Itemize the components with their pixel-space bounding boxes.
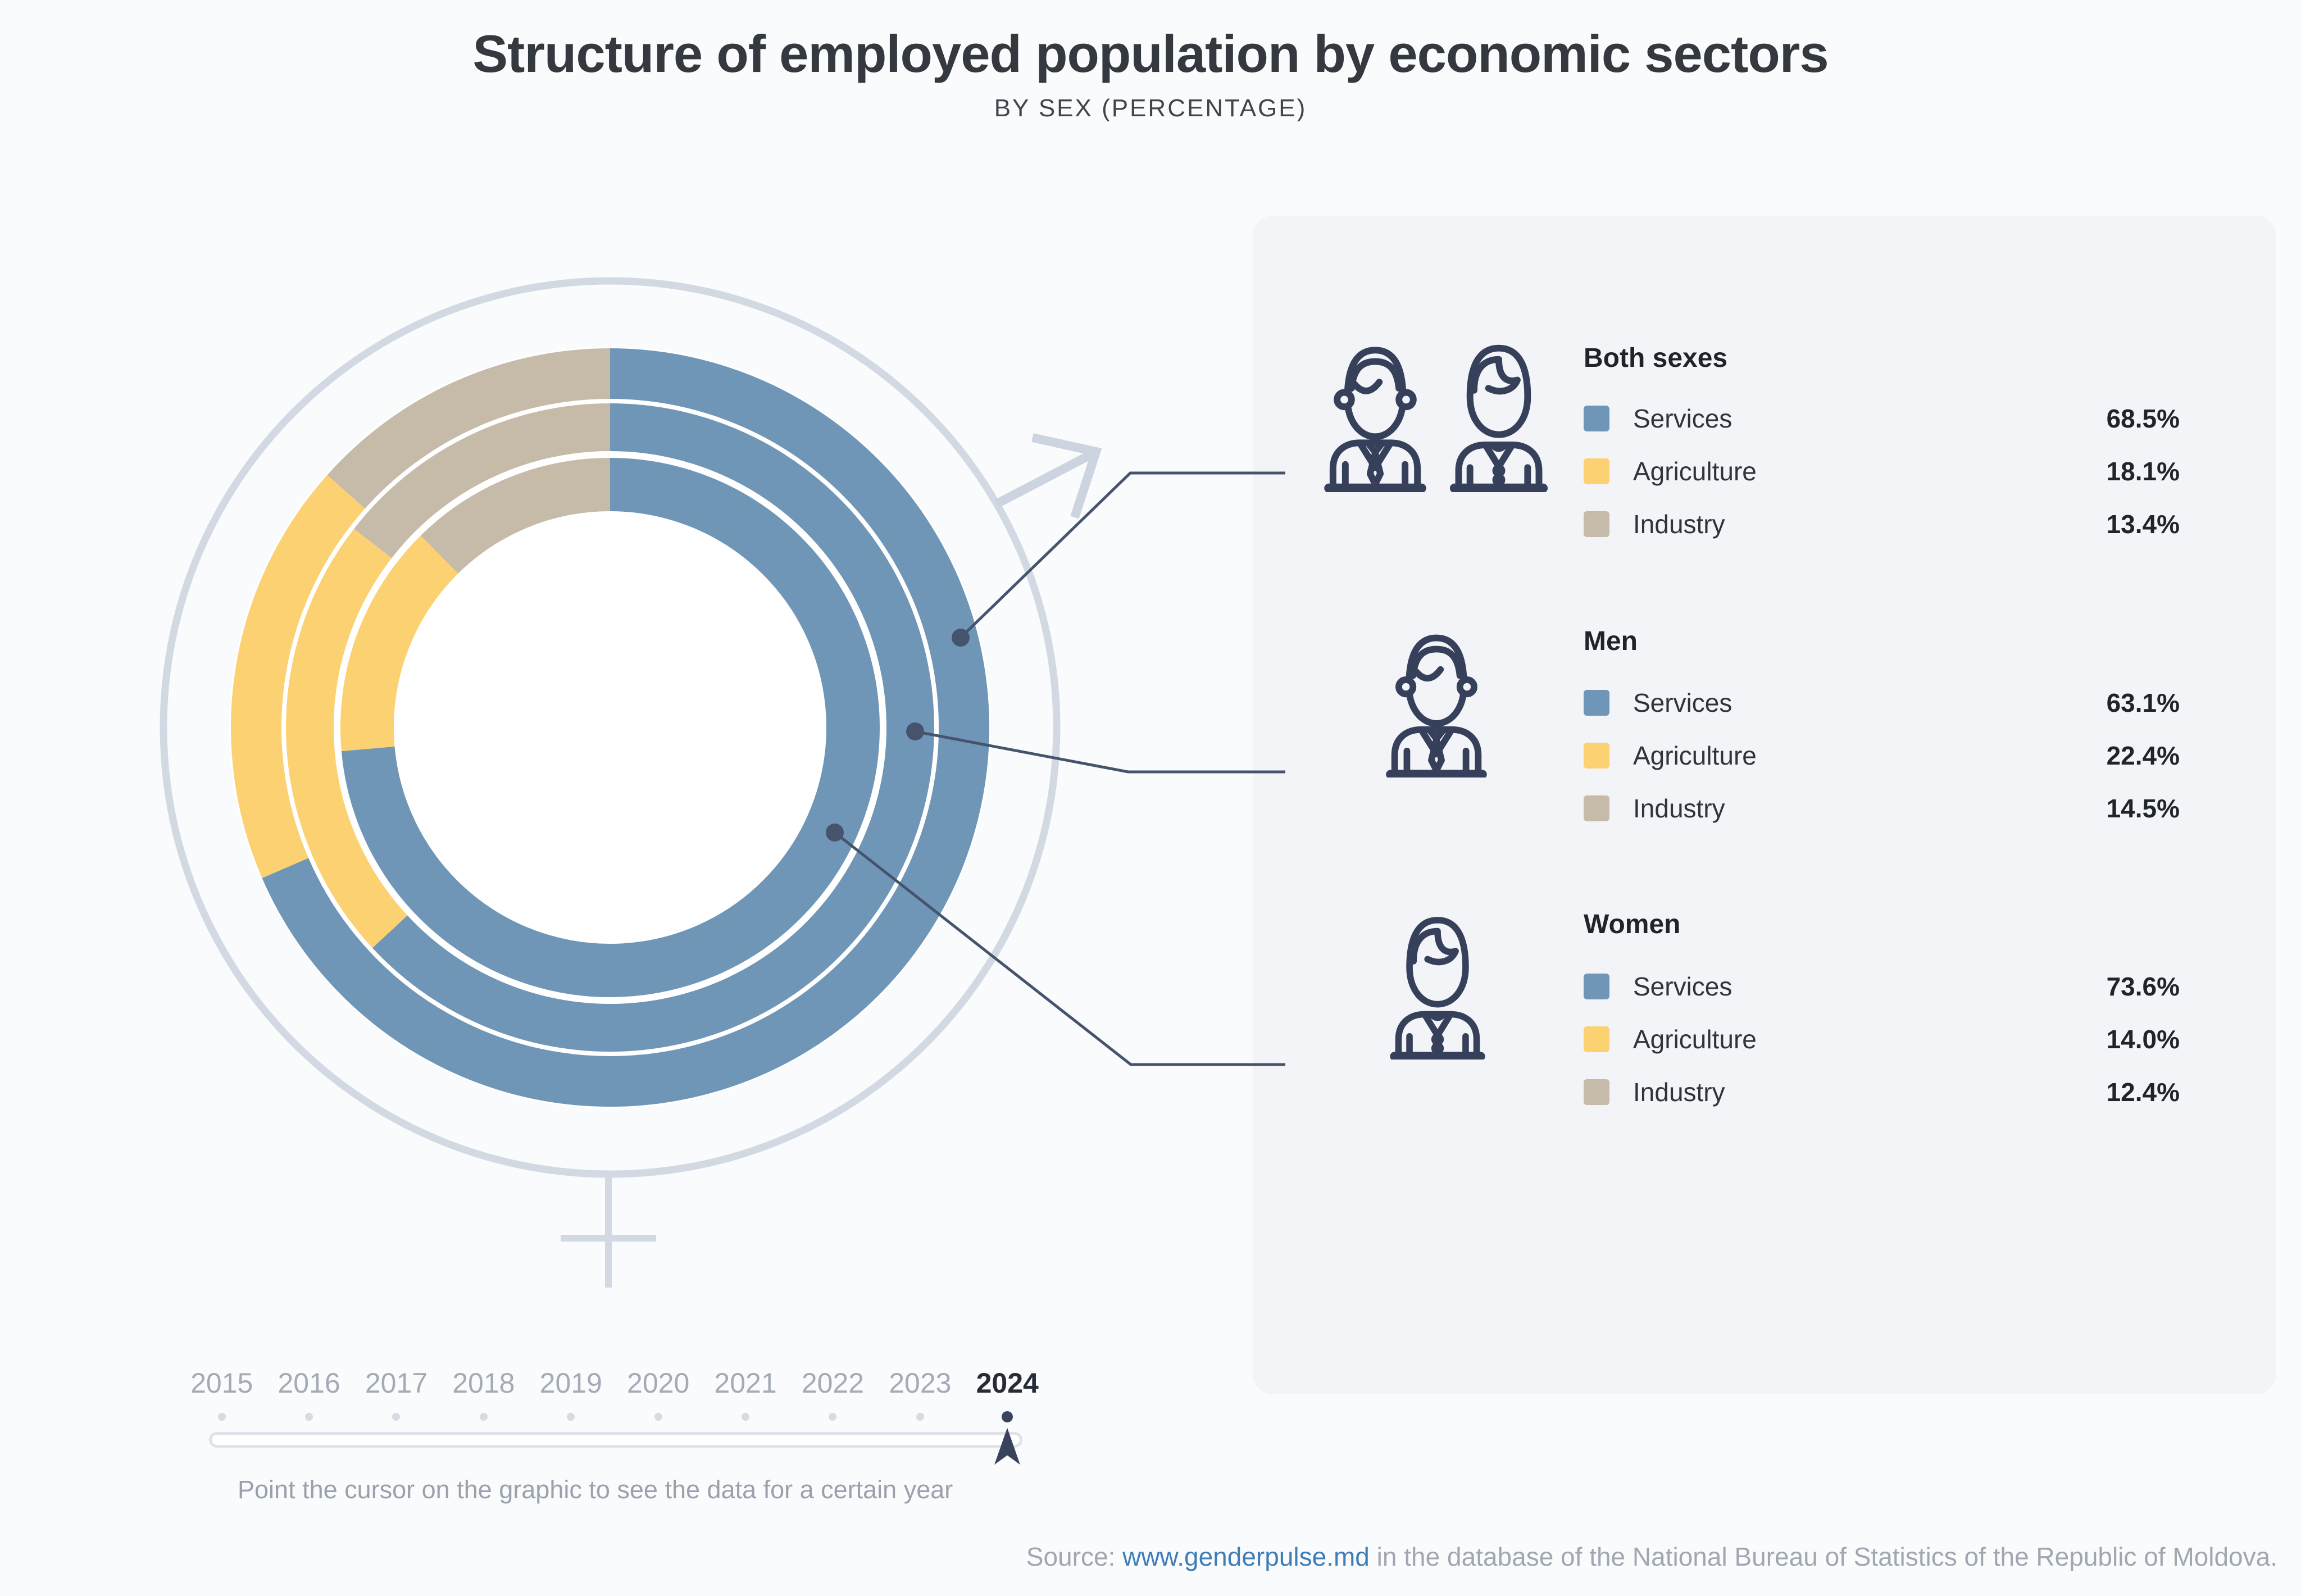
year-tick-2016[interactable] bbox=[305, 1413, 313, 1421]
page-subtitle: BY SEX (PERCENTAGE) bbox=[994, 94, 1307, 122]
source-line: Source: www.genderpulse.md in the databa… bbox=[1026, 1542, 2277, 1572]
source-suffix: in the database of the National Bureau o… bbox=[1369, 1542, 2277, 1571]
woman-icon bbox=[1390, 917, 1485, 1060]
ring-segment-women-agriculture[interactable] bbox=[340, 535, 458, 752]
woman-icon bbox=[1449, 344, 1548, 492]
year-tick-2023[interactable] bbox=[916, 1413, 924, 1421]
legend-row: Services 63.1% bbox=[1584, 676, 2180, 729]
legend-row-value: 68.5% bbox=[2106, 404, 2180, 433]
year-label-2023[interactable]: 2023 bbox=[889, 1367, 952, 1399]
year-tick-2024-active[interactable] bbox=[1002, 1411, 1013, 1422]
hover-instruction-text: Point the cursor on the graphic to see t… bbox=[238, 1475, 953, 1504]
legend-row-value: 13.4% bbox=[2106, 510, 2180, 539]
legend-row: Industry 14.5% bbox=[1584, 782, 2180, 835]
legend-heading-both-sexes: Both sexes bbox=[1584, 343, 1728, 373]
year-tick-2017[interactable] bbox=[392, 1413, 401, 1421]
year-tick-2020[interactable] bbox=[654, 1413, 662, 1421]
year-label-2022[interactable]: 2022 bbox=[801, 1367, 865, 1399]
legend-row-value: 14.0% bbox=[2106, 1025, 2180, 1054]
ring-segment-both-sexes-agriculture[interactable] bbox=[231, 475, 365, 879]
year-label-2020[interactable]: 2020 bbox=[627, 1367, 690, 1399]
legend-row-value: 22.4% bbox=[2106, 741, 2180, 770]
legend-row: Services 73.6% bbox=[1584, 960, 2180, 1013]
source-link[interactable]: www.genderpulse.md bbox=[1122, 1542, 1370, 1571]
legend-row: Agriculture 22.4% bbox=[1584, 729, 2180, 782]
donut-rings[interactable] bbox=[231, 348, 989, 1107]
ring-segment-both-sexes-industry[interactable] bbox=[327, 348, 611, 509]
year-tick-2019[interactable] bbox=[567, 1413, 575, 1421]
legend-rows-men: Services 63.1% Agriculture 22.4% Industr… bbox=[1584, 676, 2180, 835]
year-label-2016[interactable]: 2016 bbox=[278, 1367, 340, 1399]
man-icon bbox=[1386, 634, 1487, 777]
agriculture-swatch bbox=[1584, 743, 1609, 769]
legend-row: Industry 13.4% bbox=[1584, 498, 2180, 551]
legend-row-label: Services bbox=[1633, 972, 1732, 1001]
male-arrow-icon bbox=[994, 433, 1102, 519]
legend-row-label: Industry bbox=[1633, 510, 1725, 539]
legend-row-label: Industry bbox=[1633, 794, 1725, 823]
year-tick-2022[interactable] bbox=[829, 1413, 837, 1421]
ring-segment-men-agriculture[interactable] bbox=[286, 529, 408, 948]
legend-row: Industry 12.4% bbox=[1584, 1066, 2180, 1118]
year-tick-2018[interactable] bbox=[479, 1413, 488, 1421]
year-label-2015[interactable]: 2015 bbox=[190, 1367, 253, 1399]
industry-swatch bbox=[1584, 795, 1609, 821]
legend-row-label: Industry bbox=[1633, 1077, 1725, 1107]
industry-swatch bbox=[1584, 1079, 1609, 1105]
legend-row: Services 68.5% bbox=[1584, 392, 2180, 445]
legend-row-label: Services bbox=[1633, 688, 1732, 717]
ring-segment-men-industry[interactable] bbox=[354, 403, 611, 558]
legend-heading-women: Women bbox=[1584, 910, 1681, 939]
legend-row-label: Services bbox=[1633, 404, 1732, 433]
ring-segment-women-industry[interactable] bbox=[420, 458, 611, 574]
services-swatch bbox=[1584, 974, 1609, 999]
man-icon bbox=[1324, 347, 1426, 492]
year-tick-2021[interactable] bbox=[742, 1413, 750, 1421]
year-slider-ticks bbox=[178, 1409, 1051, 1425]
legend-row-label: Agriculture bbox=[1633, 1025, 1757, 1054]
year-slider-cursor-icon[interactable] bbox=[994, 1423, 1021, 1471]
year-slider-track[interactable] bbox=[209, 1432, 1022, 1448]
legend-row-label: Agriculture bbox=[1633, 741, 1757, 770]
agriculture-swatch bbox=[1584, 458, 1609, 484]
legend-row-label: Agriculture bbox=[1633, 457, 1757, 486]
page-title: Structure of employed population by econ… bbox=[472, 24, 1829, 83]
legend-row-value: 73.6% bbox=[2106, 972, 2180, 1001]
female-cross-icon bbox=[561, 1174, 656, 1288]
year-label-2017[interactable]: 2017 bbox=[365, 1367, 428, 1399]
agriculture-swatch bbox=[1584, 1026, 1609, 1052]
legend-row: Agriculture 14.0% bbox=[1584, 1013, 2180, 1066]
legend-heading-men: Men bbox=[1584, 626, 1638, 656]
legend-row-value: 18.1% bbox=[2106, 457, 2180, 486]
legend-row-value: 14.5% bbox=[2106, 794, 2180, 823]
year-slider-labels: 2015 2016 2017 2018 2019 2020 2021 2022 … bbox=[178, 1366, 1051, 1400]
ring-segment-women-services[interactable] bbox=[341, 458, 880, 997]
year-tick-2015[interactable] bbox=[217, 1413, 226, 1421]
legend-row: Agriculture 18.1% bbox=[1584, 445, 2180, 498]
year-label-2024-active[interactable]: 2024 bbox=[976, 1367, 1039, 1399]
legend-rows-both-sexes: Services 68.5% Agriculture 18.1% Industr… bbox=[1584, 392, 2180, 551]
legend-panel bbox=[1253, 216, 2276, 1394]
callout-line-both-sexes bbox=[959, 471, 1285, 639]
year-label-2019[interactable]: 2019 bbox=[539, 1367, 602, 1399]
legend-row-value: 12.4% bbox=[2106, 1077, 2180, 1107]
both-sexes-icon bbox=[1324, 344, 1548, 492]
year-label-2018[interactable]: 2018 bbox=[452, 1367, 515, 1399]
services-swatch bbox=[1584, 406, 1609, 431]
source-prefix: Source: bbox=[1026, 1542, 1123, 1571]
industry-swatch bbox=[1584, 511, 1609, 537]
services-swatch bbox=[1584, 690, 1609, 716]
legend-rows-women: Services 73.6% Agriculture 14.0% Industr… bbox=[1584, 960, 2180, 1118]
year-label-2021[interactable]: 2021 bbox=[714, 1367, 777, 1399]
legend-row-value: 63.1% bbox=[2106, 688, 2180, 717]
